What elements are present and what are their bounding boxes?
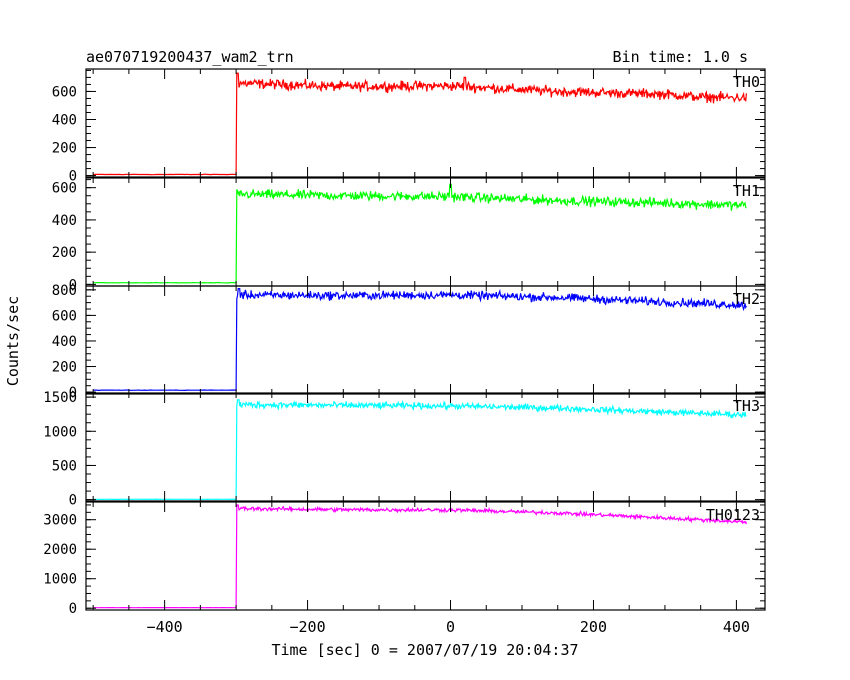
- y-tick-label: 0: [69, 277, 77, 293]
- series-line-th2: [93, 288, 747, 392]
- y-tick-label: 200: [52, 245, 77, 261]
- panel-th1: 0 200 400 600 TH1: [52, 177, 766, 293]
- x-tick-label: −200: [290, 618, 326, 636]
- panel-th0: 0 200 400 600 TH0: [52, 68, 766, 185]
- panel-frame: [85, 285, 766, 395]
- x-axis: −400 −200 0 200 400: [147, 618, 750, 636]
- y-tick-label: 1000: [43, 424, 77, 440]
- y-tick-label: 800: [52, 283, 77, 299]
- y-tick-label: 400: [52, 334, 77, 350]
- y-tick-label: 3000: [43, 513, 77, 529]
- series-line-th0: [93, 72, 747, 176]
- series-line-th3: [93, 399, 747, 501]
- panel-frame: [85, 177, 766, 287]
- x-tick-label: 0: [446, 618, 455, 636]
- y-tick-label: 0: [69, 493, 77, 509]
- y-tick-label: 1500: [43, 390, 77, 406]
- y-tick-label: 0: [69, 385, 77, 401]
- x-tick-label: −400: [147, 618, 183, 636]
- panel-label: TH0: [733, 73, 760, 91]
- y-tick-label: 0: [69, 601, 77, 617]
- y-tick-label: 600: [52, 308, 77, 324]
- panel-label: TH0123: [706, 506, 760, 524]
- x-tick-label: 200: [580, 618, 607, 636]
- x-tick-label: 400: [723, 618, 750, 636]
- y-tick-label: 400: [52, 213, 77, 229]
- panel-label: TH3: [733, 397, 760, 415]
- panel-th2: 0 200 400 600 800 TH2: [52, 283, 766, 401]
- chart-title: ae070719200437_wam2_trn: [86, 48, 294, 66]
- panel-label: TH2: [733, 290, 760, 308]
- series-line-th0123: [93, 504, 747, 609]
- y-tick-label: 2000: [43, 542, 77, 558]
- panel-frame: [85, 392, 766, 502]
- y-tick-label: 200: [52, 141, 77, 157]
- panel-th3: 0 500 1000 1500 TH3: [43, 390, 766, 509]
- y-axis-label: Counts/sec: [4, 296, 22, 386]
- y-tick-label: 500: [52, 458, 77, 474]
- y-tick-label: 200: [52, 360, 77, 376]
- chart-subtitle: Bin time: 1.0 s: [613, 48, 748, 66]
- series-line-th1: [93, 183, 747, 284]
- panels-group: 0 200 400 600 TH0 0 200 400 600 TH1 0 200 400 600 800 T…: [43, 68, 766, 617]
- y-tick-label: 600: [52, 84, 77, 100]
- panel-frame: [85, 501, 766, 611]
- y-tick-label: 1000: [43, 572, 77, 588]
- panel-frame: [85, 68, 766, 178]
- y-tick-label: 600: [52, 181, 77, 197]
- panel-label: TH1: [733, 182, 760, 200]
- y-tick-label: 0: [69, 169, 77, 185]
- x-axis-label: Time [sec] 0 = 2007/07/19 20:04:37: [271, 641, 578, 659]
- y-tick-label: 400: [52, 112, 77, 128]
- panel-th0123: 0 1000 2000 3000 TH0123: [43, 501, 766, 617]
